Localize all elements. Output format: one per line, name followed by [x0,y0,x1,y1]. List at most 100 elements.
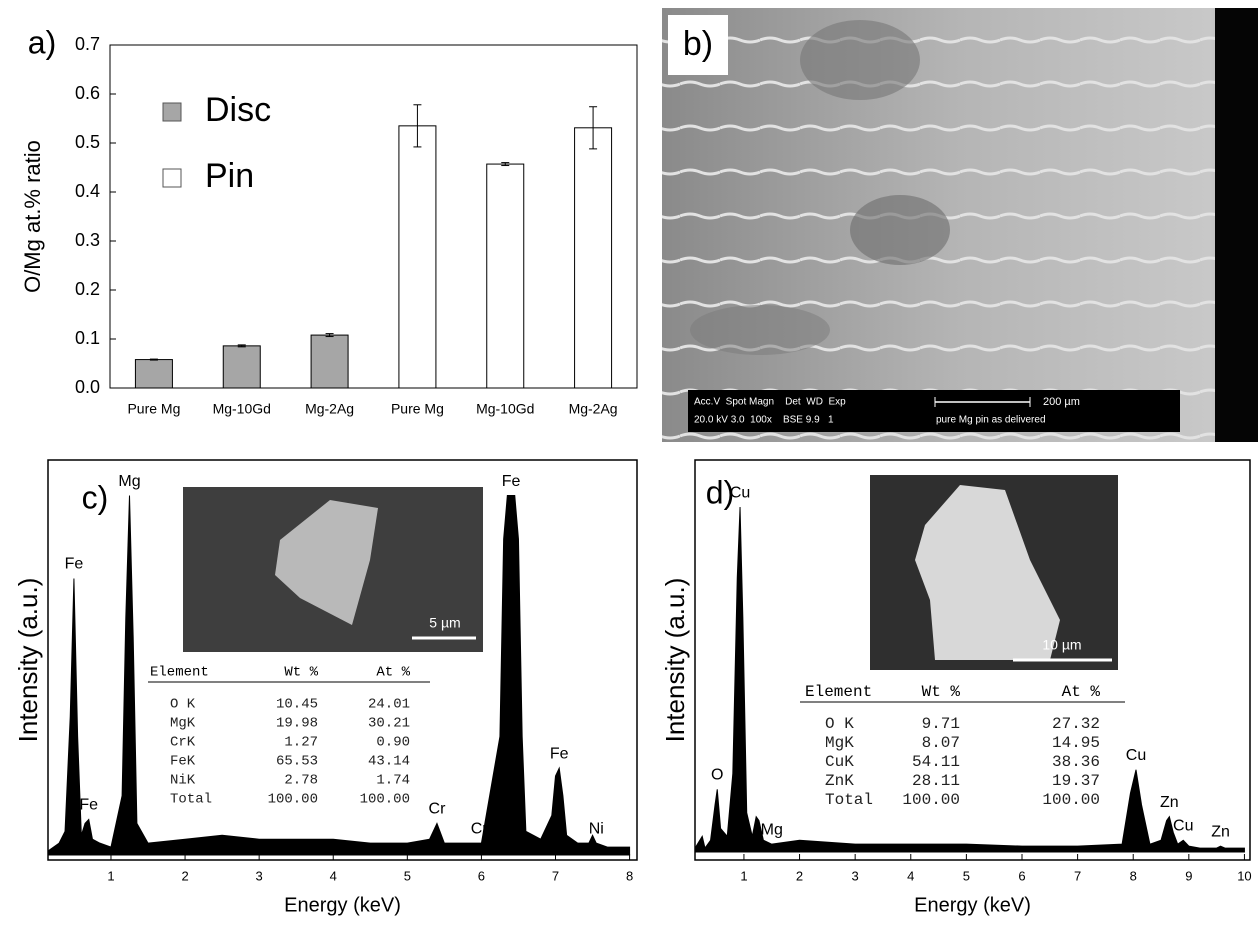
y-axis-label: O/Mg at.% ratio [20,140,45,293]
y-tick-label: 0.0 [75,377,100,397]
x-tick-label: 8 [1130,868,1137,883]
table-cell: 38.36 [1052,753,1100,771]
table-cell: CrK [170,735,196,751]
table-header: At % [376,665,410,681]
peak-label: O [711,766,723,783]
bar [575,128,612,388]
legend-swatch [163,103,181,121]
legend-label: Pin [205,157,254,195]
bar [135,360,172,388]
table-cell: CuK [825,753,854,771]
peak-label: Zn [1211,823,1230,840]
x-tick-label: 7 [1074,868,1081,883]
x-axis-label: Energy (keV) [284,894,401,916]
peak-label: Cr [429,801,447,818]
table-cell: 43.14 [368,754,410,770]
x-tick-label: 6 [478,868,485,883]
plot-frame [110,45,637,388]
table-cell: Total [825,791,873,809]
table-cell: Total [170,792,212,808]
image-info: Acc.V Spot Magn Det WD Exp [694,397,846,408]
table-cell: 24.01 [368,697,410,713]
error-bar [150,359,158,360]
bar [223,346,260,388]
y-tick-label: 0.5 [75,132,100,152]
table-cell: 30.21 [368,716,410,732]
bar [311,335,348,388]
table-cell: 10.45 [276,697,318,713]
table-cell: 28.11 [912,772,960,790]
x-tick-label: 9 [1185,868,1192,883]
table-cell: 2.78 [284,773,318,789]
x-tick-label: 3 [256,868,263,883]
inset-scale-label: 5 µm [429,615,460,631]
table-header: Element [150,665,209,681]
bar [399,126,436,388]
x-tick-label: 4 [330,868,337,883]
y-tick-label: 0.7 [75,34,100,54]
peak-label: Cu [1173,817,1193,834]
inset-scale-label: 10 µm [1042,637,1081,653]
peak-label: Zn [1160,794,1179,811]
peak-label: Fe [65,556,84,573]
table-cell: MgK [170,716,196,732]
x-tick-label: Pure Mg [391,401,444,417]
x-tick-label: 10 [1237,868,1251,883]
panel-label: b) [683,25,713,63]
table-cell: 1.27 [284,735,318,751]
peak-label: Fe [502,473,521,490]
table-cell: 8.07 [922,734,960,752]
table-cell: MgK [825,734,854,752]
legend-label: Disc [205,91,271,129]
table-cell: 100.00 [1042,791,1100,809]
legend-swatch [163,169,181,187]
peak-label: Fe [79,797,98,814]
table-cell: 100.00 [902,791,960,809]
x-tick-label: 5 [404,868,411,883]
y-axis-label: Intensity (a.u.) [13,578,43,743]
x-tick-label: 7 [552,868,559,883]
peak-label: Cu [730,484,750,501]
peak-label: Ni [589,820,604,837]
table-header: Wt % [922,683,961,701]
peak-label: Cr [471,820,489,837]
x-tick-label: 2 [796,868,803,883]
table-cell: 9.71 [922,715,960,733]
y-tick-label: 0.3 [75,230,100,250]
image-info: 20.0 kV 3.0 100x BSE 9.9 1 [694,415,834,426]
peak-label: Mg [761,821,783,838]
x-tick-label: 4 [907,868,914,883]
x-tick-label: 6 [1018,868,1025,883]
figure: b) Acc.V Spot Magn Det WD Exp 20.0 kV 3.… [0,0,1258,924]
table-cell: ZnK [825,772,854,790]
table-cell: 100.00 [268,792,318,808]
y-tick-label: 0.4 [75,181,100,201]
x-tick-label: 2 [181,868,188,883]
peak-label: Mg [118,473,140,490]
panel-label: a) [28,24,56,60]
peak-label: Cu [1126,747,1146,764]
y-axis-label: Intensity (a.u.) [660,578,690,743]
x-axis-label: Energy (keV) [914,894,1031,916]
table-cell: O K [170,697,196,713]
table-cell: FeK [170,754,196,770]
table-cell: O K [825,715,854,733]
table-cell: 19.98 [276,716,318,732]
table-header: At % [1062,683,1101,701]
table-cell: 100.00 [360,792,410,808]
table-header: Wt % [284,665,318,681]
x-tick-label: 3 [852,868,859,883]
x-tick-label: Mg-10Gd [476,401,534,417]
x-tick-label: Mg-2Ag [569,401,618,417]
table-cell: 54.11 [912,753,960,771]
table-cell: NiK [170,773,196,789]
table-cell: 14.95 [1052,734,1100,752]
scale-label: 200 µm [1043,396,1080,408]
y-tick-label: 0.6 [75,83,100,103]
x-tick-label: 1 [107,868,114,883]
table-cell: 1.74 [376,773,410,789]
table-cell: 27.32 [1052,715,1100,733]
table-cell: 65.53 [276,754,318,770]
x-tick-label: 5 [963,868,970,883]
sem-image [662,8,1258,442]
